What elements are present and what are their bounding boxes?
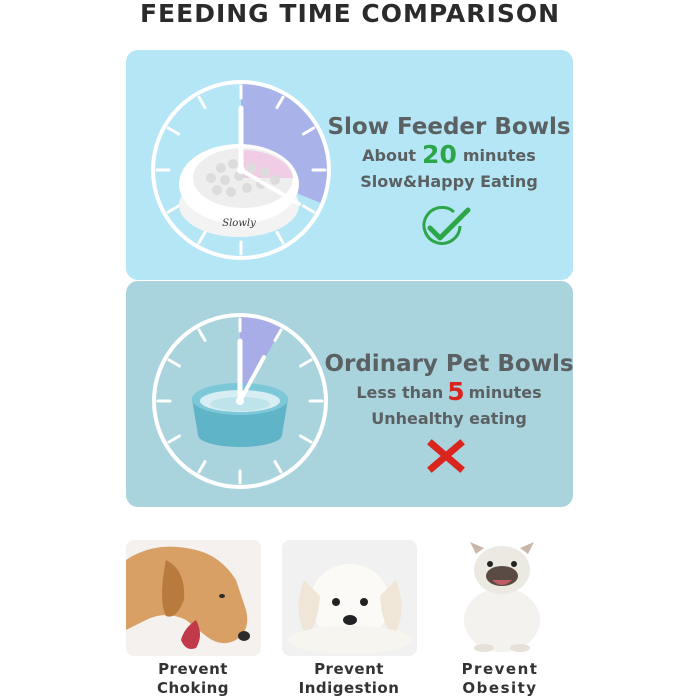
duration-suffix: minutes: [468, 383, 542, 402]
slow-feeder-clock: Slowly: [151, 80, 331, 260]
clock-hands: [237, 338, 266, 404]
benefit-label-line1: Prevent: [314, 660, 384, 678]
clock-ticks: [156, 317, 324, 485]
benefit-label-line2: Indigestion: [298, 679, 400, 697]
cross-icon: [427, 439, 465, 473]
ordinary-bowl-heading: Ordinary Pet Bowls: [324, 351, 574, 377]
benefit-label-line1: Prevent: [461, 660, 539, 678]
slow-feeder-bowl-image: Slowly: [179, 144, 299, 237]
page-title: FEEDING TIME COMPARISON: [139, 0, 561, 28]
ordinary-bowl-panel: Ordinary Pet Bowls Less than 5 minutes Unh…: [126, 281, 574, 507]
benefit-label-line2: Obesity: [462, 679, 538, 697]
ordinary-bowl-clock: [152, 313, 328, 489]
duration-suffix: minutes: [462, 146, 536, 165]
slow-feeder-panel: Slowly Slow Feeder Bowls About 20 minutes …: [126, 50, 573, 280]
benefit-label-line1: Prevent: [158, 660, 228, 678]
bulldog-sitting-photo: [436, 540, 571, 656]
duration-prefix: About: [362, 146, 417, 165]
duration-number: 5: [447, 377, 465, 406]
benefit-label-line2: Choking: [156, 679, 230, 697]
slow-feeder-duration: About 20 minutes: [314, 142, 584, 169]
ordinary-bowl-subtext: Unhealthy eating: [371, 409, 527, 428]
slow-feeder-heading: Slow Feeder Bowls: [327, 114, 571, 140]
slow-feeder-subtext: Slow&Happy Eating: [360, 172, 538, 191]
benefit-label-obesity: Prevent Obesity: [430, 660, 570, 698]
slow-feeder-text: Slow Feeder Bowls About 20 minutes Slow&Ha…: [314, 112, 584, 195]
benefit-label-indigestion: Prevent Indigestion: [279, 660, 419, 698]
check-circle-icon: [422, 206, 471, 245]
clock-hands: [238, 105, 301, 206]
ordinary-bowl-duration: Less than 5 minutes: [314, 379, 584, 406]
puppy-lying-photo: [282, 540, 417, 656]
svg-text:Slowly: Slowly: [222, 218, 256, 229]
ordinary-bowl-text: Ordinary Pet Bowls Less than 5 minutes Unh…: [314, 349, 584, 432]
duration-prefix: Less than: [356, 383, 444, 402]
clock-ticks: [155, 84, 327, 256]
dog-eating-photo: [126, 540, 261, 656]
duration-number: 20: [422, 140, 457, 169]
benefit-label-choking: Prevent Choking: [123, 660, 263, 698]
